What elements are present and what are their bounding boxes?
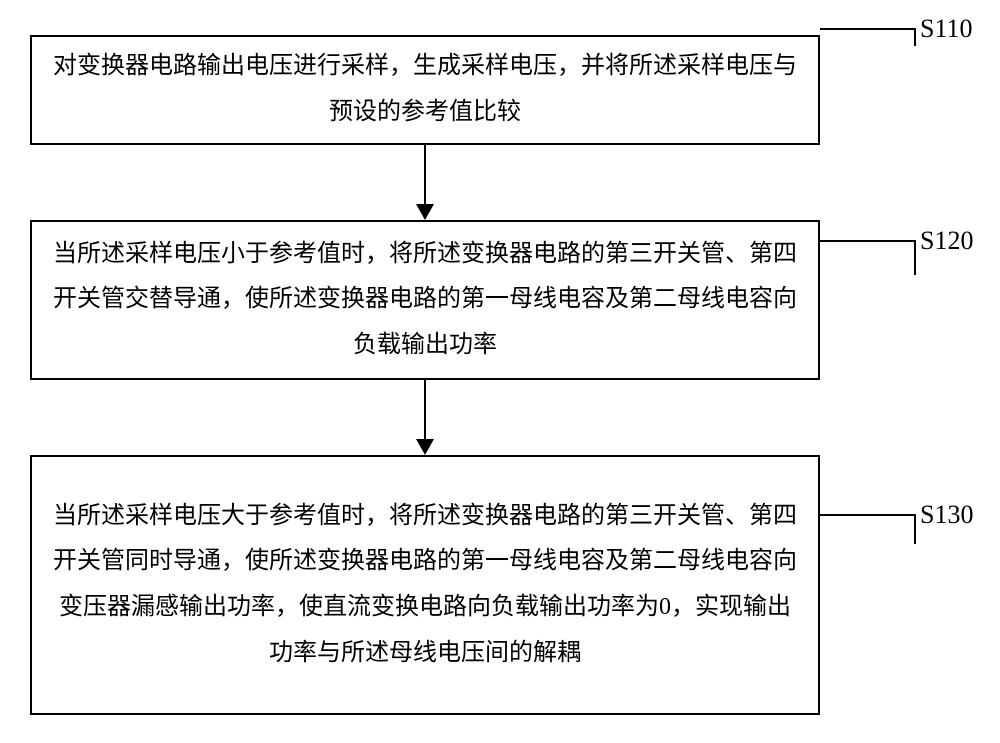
step-label-s110: S110 — [920, 14, 973, 44]
leader-line-s130 — [820, 514, 916, 544]
arrow-head-1 — [416, 204, 434, 220]
step-label-s130: S130 — [920, 500, 973, 530]
leader-line-s120 — [820, 240, 916, 275]
flow-step-s130: 当所述采样电压大于参考值时，将所述变换器电路的第三开关管、第四开关管同时导通，使… — [30, 455, 820, 715]
flow-step-s130-text: 当所述采样电压大于参考值时，将所述变换器电路的第三开关管、第四开关管同时导通，使… — [52, 494, 798, 676]
step-label-s120: S120 — [920, 226, 973, 256]
arrow-shaft-1 — [424, 145, 426, 205]
arrow-head-2 — [416, 439, 434, 455]
leader-line-s110 — [820, 28, 916, 46]
flow-step-s110-text: 对变换器电路输出电压进行采样，生成采样电压，并将所述采样电压与预设的参考值比较 — [52, 44, 798, 135]
flow-step-s120-text: 当所述采样电压小于参考值时，将所述变换器电路的第三开关管、第四开关管交替导通，使… — [52, 232, 798, 369]
arrow-shaft-2 — [424, 380, 426, 440]
flow-step-s120: 当所述采样电压小于参考值时，将所述变换器电路的第三开关管、第四开关管交替导通，使… — [30, 220, 820, 380]
flow-step-s110: 对变换器电路输出电压进行采样，生成采样电压，并将所述采样电压与预设的参考值比较 — [30, 35, 820, 145]
